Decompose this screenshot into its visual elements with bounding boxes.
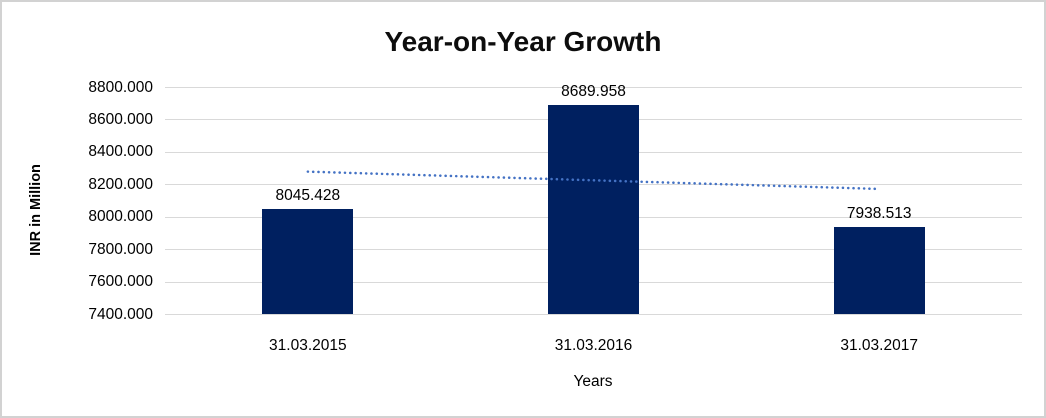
data-label-31.03.2016: 8689.958 [561, 82, 626, 100]
y-tick-label: 8000.000 [88, 208, 153, 226]
y-tick-label: 7400.000 [88, 305, 153, 323]
data-label-31.03.2017: 7938.513 [846, 204, 912, 222]
trendline [306, 170, 881, 191]
y-tick-label: 7800.000 [88, 240, 153, 258]
plot-area [165, 87, 1022, 315]
y-tick-label: 8600.000 [88, 110, 153, 128]
y-tick-label: 8200.000 [88, 175, 153, 193]
x-tick-label: 31.03.2017 [840, 337, 918, 354]
x-tick-label: 31.03.2015 [269, 337, 347, 354]
data-label-31.03.2015: 8045.428 [275, 187, 341, 205]
x-axis-title: Years [573, 373, 613, 390]
bar-31.03.2015 [262, 209, 354, 314]
y-tick-label: 8800.000 [88, 78, 153, 96]
gridline [165, 87, 1022, 88]
bar-31.03.2017 [833, 226, 925, 314]
x-tick-label: 31.03.2016 [554, 337, 633, 354]
bar-31.03.2016 [548, 104, 639, 314]
y-tick-label: 8400.000 [88, 143, 153, 161]
gridline [165, 314, 1022, 315]
chart-title: Year-on-Year Growth [384, 26, 662, 57]
y-tick-label: 7600.000 [88, 273, 153, 291]
